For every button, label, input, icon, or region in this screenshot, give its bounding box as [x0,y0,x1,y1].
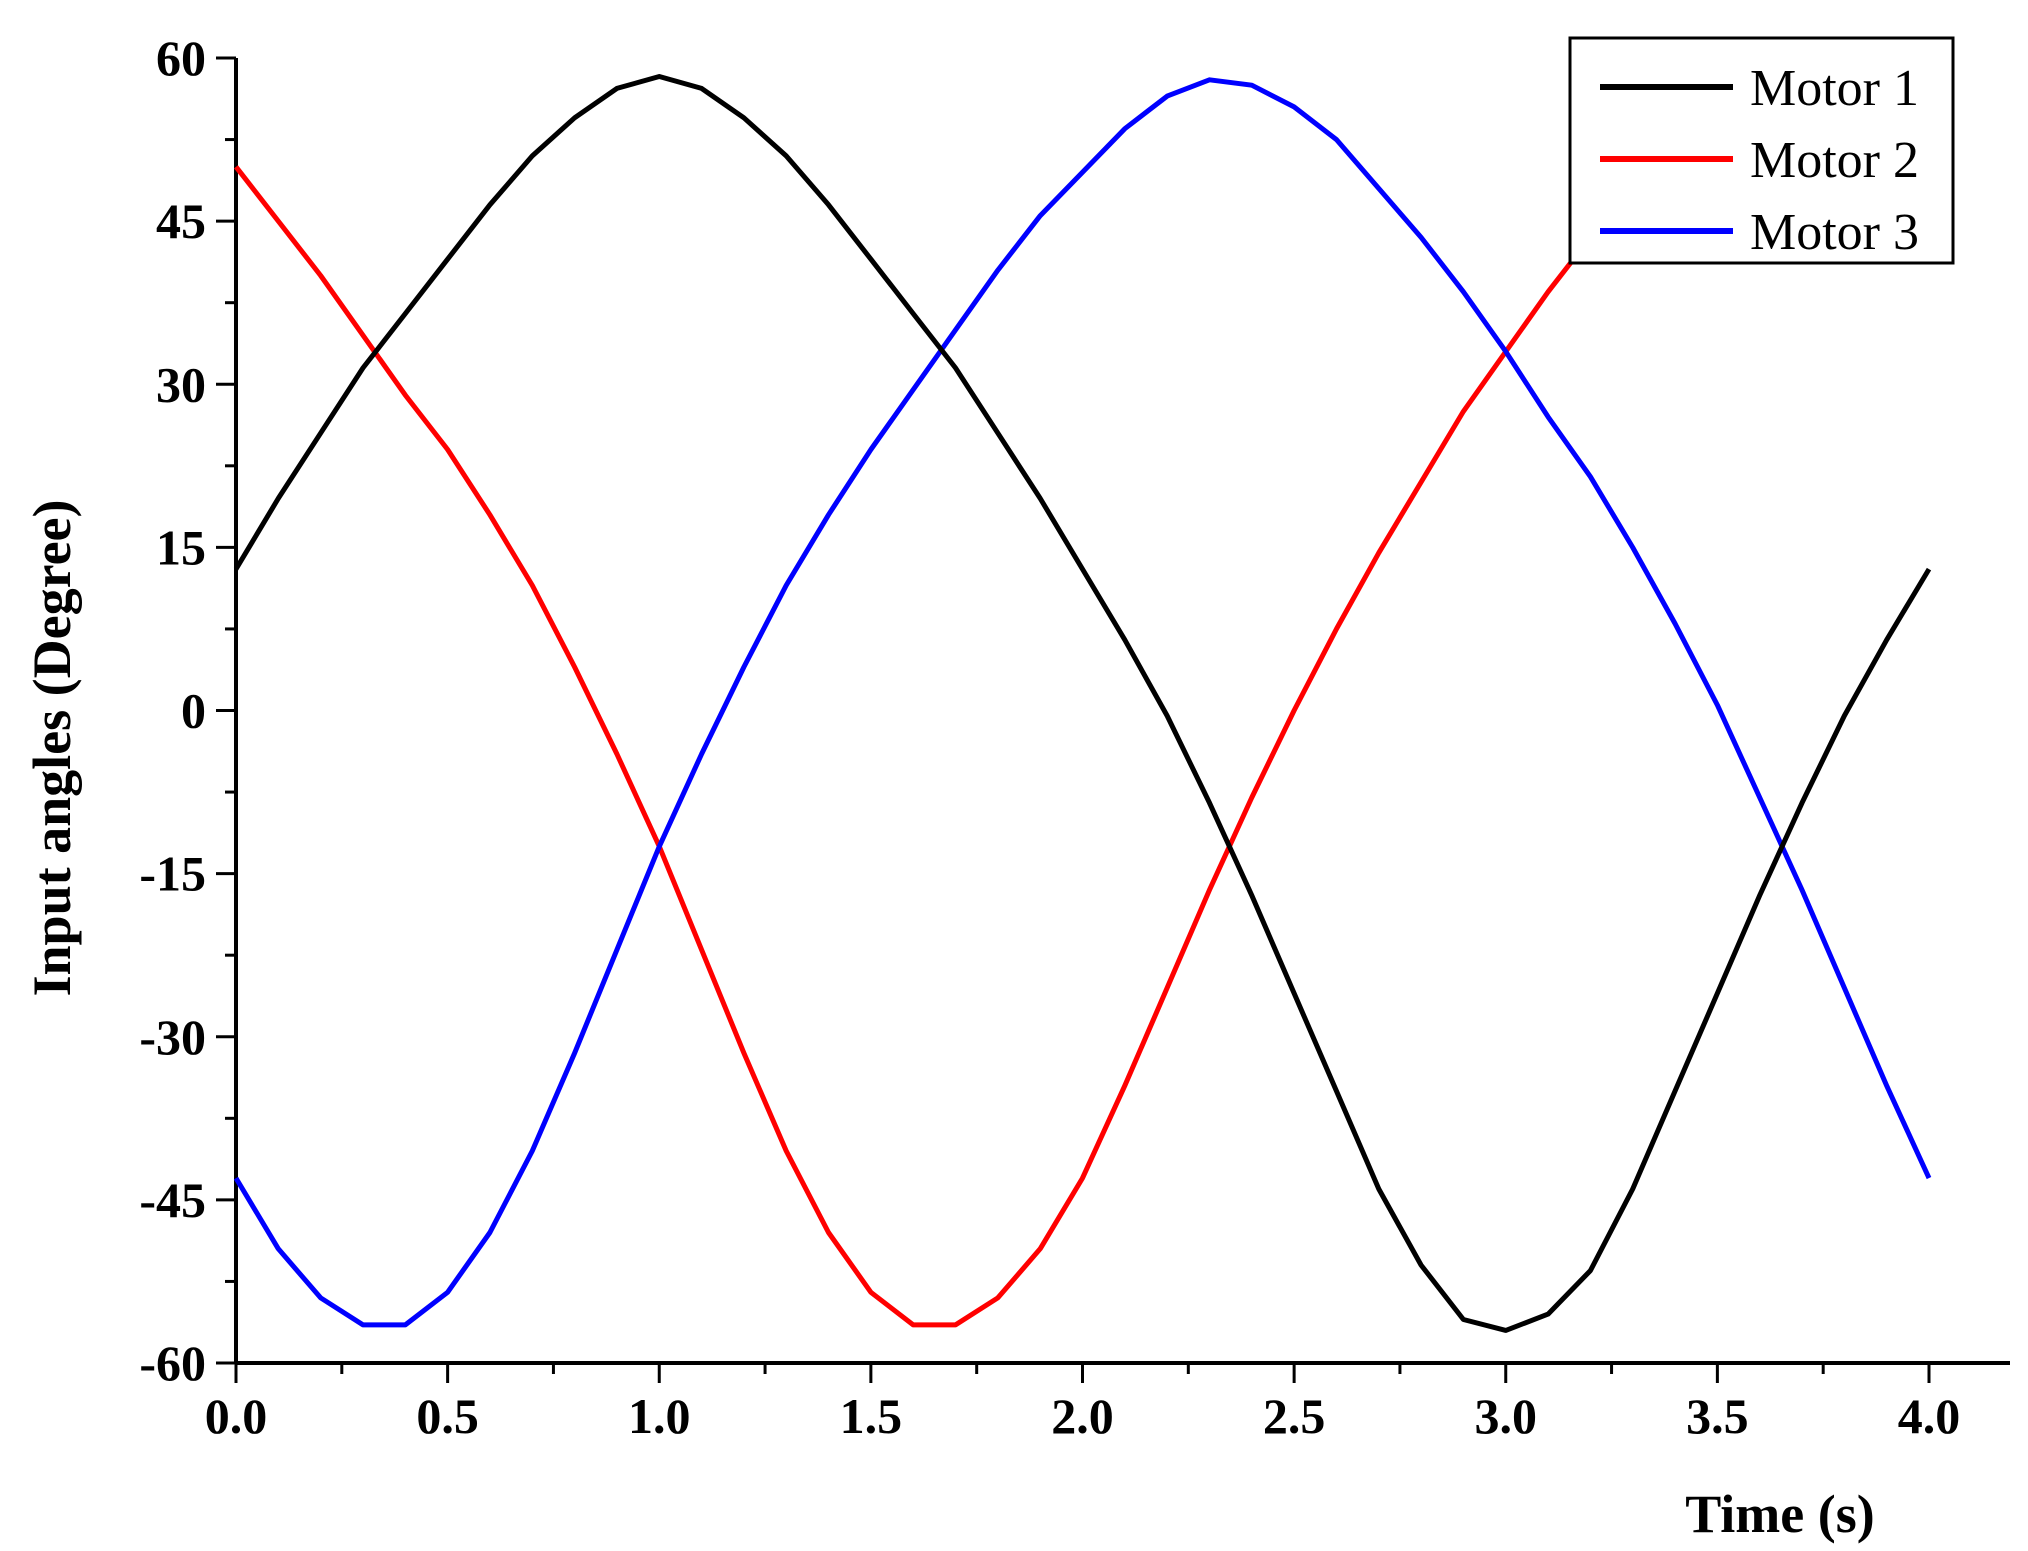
y-tick-label: 30 [156,356,206,412]
series-layer [233,74,1932,1333]
x-tick-label: 1.5 [840,1388,903,1444]
series-line-motor-1 [233,74,1932,1333]
legend: Motor 1 Motor 2 Motor 3 [1568,36,1955,265]
x-tick-label: 3.0 [1475,1388,1538,1444]
x-tick-label: 4.0 [1898,1388,1961,1444]
y-tick-label: 0 [181,683,206,739]
y-tick-label: -60 [139,1335,206,1391]
x-tick-label: 2.5 [1263,1388,1326,1444]
x-tick-label: 1.0 [628,1388,691,1444]
y-tick-label: -15 [139,846,206,902]
y-tick-label: 15 [156,519,206,575]
axes: 60 45 30 15 0 -15 -30 -45 -600.0 0.5 1.0 1.5 2.0 2.5 3… [139,30,2010,1444]
series-line-motor-3 [233,77,1932,1328]
legend-label: Motor 2 [1750,132,1919,189]
x-axis-title: Time (s) [1685,1484,1874,1544]
y-tick-label: 60 [156,30,206,86]
y-tick-label: 45 [156,193,206,249]
y-tick-label: -30 [139,1009,206,1065]
legend-label: Motor 3 [1750,204,1919,261]
legend-box [1568,36,1955,265]
y-tick-label: -45 [139,1172,206,1228]
x-tick-label: 0.0 [205,1388,268,1444]
legend-label: Motor 1 [1750,60,1919,117]
y-axis-title: Input angles (Degree) [22,500,82,997]
x-tick-label: 3.5 [1686,1388,1749,1444]
series-line-motor-2 [234,82,1931,1328]
x-tick-label: 0.5 [416,1388,479,1444]
x-tick-label: 2.0 [1051,1388,1114,1444]
